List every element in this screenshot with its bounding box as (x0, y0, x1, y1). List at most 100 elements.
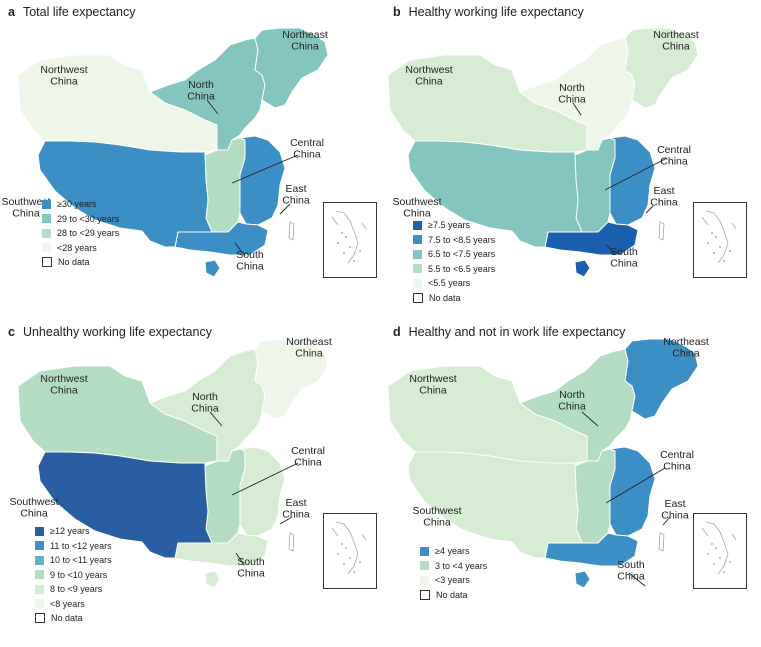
legend-item: ≥7.5 years (413, 218, 495, 233)
leader-line-north (581, 411, 599, 427)
map-legend: ≥7.5 years 7.5 to <8.5 years 6.5 to <7.5 y… (413, 218, 495, 305)
region-label-east: East China (650, 185, 678, 209)
south-china-sea-inset (323, 202, 377, 278)
south-china-sea-inset (323, 513, 377, 589)
legend-item: ≥12 years (35, 524, 112, 539)
region-east (609, 446, 656, 537)
legend-swatch (35, 599, 44, 609)
region-label-northeast: Northeast China (286, 336, 332, 360)
region-label-east: East China (282, 183, 310, 207)
region-southwest (37, 140, 213, 248)
region-central (204, 137, 246, 233)
legend-label: ≥30 years (57, 199, 97, 209)
leader-line-north (206, 99, 219, 115)
inset-map (331, 521, 367, 575)
legend-label: 9 to <10 years (50, 569, 108, 580)
region-southwest (407, 140, 583, 248)
leader-line-north (209, 411, 223, 427)
legend-item: 29 to <30 years (42, 212, 119, 227)
leader-line-south (606, 244, 616, 256)
region-northeast (624, 338, 699, 420)
region-label-northeast: Northeast China (282, 29, 328, 53)
region-hainan (574, 570, 591, 589)
legend-swatch (413, 278, 422, 288)
inset-map (701, 210, 737, 264)
legend-item: No data (413, 291, 495, 306)
legend-swatch (413, 220, 422, 230)
map-regions (387, 27, 699, 278)
region-east (609, 135, 656, 226)
legend-label: <3 years (435, 575, 470, 585)
panel-title-text: Total life expectancy (22, 5, 136, 19)
legend-swatch (42, 243, 51, 253)
legend-swatch (35, 613, 45, 624)
region-label-south: South China (610, 246, 638, 270)
legend-label: 10 to <11 years (50, 555, 112, 565)
legend-label: 28 to <29 years (57, 228, 120, 238)
legend-label: No data (429, 292, 461, 303)
map-panel-c: c Unhealthy working life expectancy North… (0, 320, 377, 638)
legend-item: 3 to <4 years (420, 559, 487, 574)
legend-swatch (35, 570, 44, 580)
legend-swatch (420, 589, 430, 600)
legend-swatch (42, 257, 52, 268)
region-label-south: South China (236, 249, 264, 273)
region-label-southwest: Southwest China (392, 196, 441, 220)
inset-map (331, 210, 367, 264)
legend-item: 11 to <12 years (35, 539, 112, 554)
legend-label: 5.5 to <6.5 years (428, 263, 496, 274)
panel-letter: c (8, 325, 15, 339)
region-hainan (574, 259, 591, 278)
region-central (204, 448, 246, 544)
legend-item: 9 to <10 years (35, 568, 112, 583)
region-label-northeast: Northeast China (653, 29, 699, 53)
legend-label: <28 years (57, 242, 97, 253)
legend-label: ≥4 years (435, 546, 470, 556)
panel-title-text: Healthy working life expectancy (408, 5, 584, 19)
legend-item: 6.5 to <7.5 years (413, 247, 495, 262)
leader-line-central (604, 157, 668, 191)
region-northeast (254, 338, 329, 420)
legend-item: 8 to <9 years (35, 582, 112, 597)
map-regions (17, 27, 329, 278)
panel-title: c Unhealthy working life expectancy (8, 325, 212, 339)
region-taiwan (288, 532, 295, 552)
panel-title-text: Healthy and not in work life expectancy (408, 325, 626, 339)
panel-title: b Healthy working life expectancy (393, 5, 584, 19)
legend-swatch (35, 526, 44, 536)
region-label-east: East China (282, 497, 310, 521)
legend-item: 5.5 to <6.5 years (413, 262, 495, 277)
legend-item: No data (420, 588, 487, 603)
panel-title-text: Unhealthy working life expectancy (22, 325, 212, 339)
region-label-southwest: Southwest China (9, 496, 58, 520)
region-label-central: Central China (290, 137, 324, 161)
region-central (574, 137, 616, 233)
panel-letter: d (393, 325, 401, 339)
legend-swatch (420, 575, 429, 585)
legend-item: No data (35, 611, 112, 626)
legend-item: ≥30 years (42, 197, 119, 212)
legend-label: ≥7.5 years (428, 220, 470, 230)
region-label-central: Central China (657, 144, 691, 168)
panel-letter: b (393, 5, 401, 19)
region-label-south: South China (617, 559, 645, 583)
legend-label: 6.5 to <7.5 years (428, 249, 496, 259)
region-label-northwest: Northwest China (40, 373, 87, 397)
south-china-sea-inset (693, 513, 747, 589)
region-label-northwest: Northwest China (409, 373, 456, 397)
region-label-northwest: Northwest China (40, 64, 87, 88)
legend-swatch (42, 214, 51, 224)
region-label-north: North China (191, 391, 219, 415)
region-label-central: Central China (291, 445, 325, 469)
region-southwest (407, 451, 583, 559)
legend-label: 11 to <12 years (50, 540, 112, 551)
panel-title: d Healthy and not in work life expectancy (393, 325, 625, 339)
region-east (239, 446, 286, 537)
region-northeast (624, 27, 699, 109)
legend-label: No data (51, 613, 83, 623)
legend-swatch (42, 228, 51, 238)
legend-item: <28 years (42, 241, 119, 256)
region-label-east: East China (661, 498, 689, 522)
